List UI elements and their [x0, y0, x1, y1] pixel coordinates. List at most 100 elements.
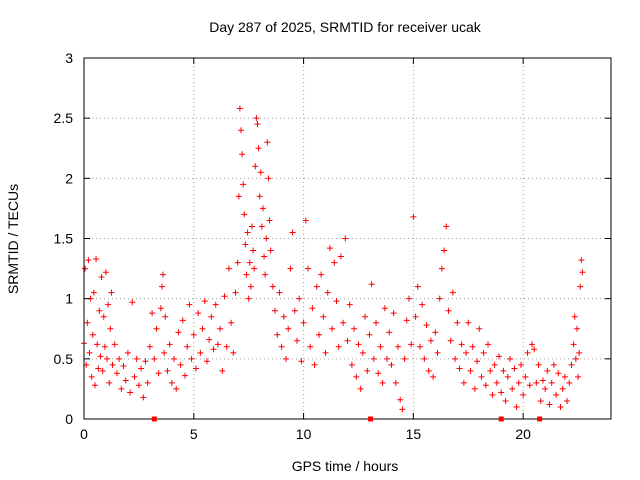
- data-point: [320, 313, 327, 320]
- data-point: [309, 305, 316, 312]
- data-point: [175, 329, 182, 336]
- data-point: [447, 337, 454, 344]
- data-point: [388, 361, 395, 368]
- data-point: [355, 341, 362, 348]
- data-point: [109, 361, 116, 368]
- data-point: [449, 289, 456, 296]
- data-point: [471, 385, 478, 392]
- data-point: [416, 343, 423, 350]
- data-point: [149, 310, 156, 317]
- data-point: [151, 355, 158, 362]
- data-point: [261, 253, 268, 260]
- data-point: [480, 349, 487, 356]
- data-point: [285, 325, 292, 332]
- data-point: [287, 265, 294, 272]
- data-point: [445, 307, 452, 314]
- data-point: [283, 355, 290, 362]
- data-point: [491, 361, 498, 368]
- data-point: [133, 355, 140, 362]
- data-point: [164, 367, 171, 374]
- data-point: [274, 331, 281, 338]
- data-point: [313, 283, 320, 290]
- data-point: [577, 283, 584, 290]
- data-point: [531, 346, 538, 353]
- data-point: [381, 305, 388, 312]
- data-point: [85, 257, 92, 264]
- data-point: [528, 341, 535, 348]
- data-point: [235, 193, 242, 200]
- data-point: [254, 121, 261, 128]
- data-point: [259, 205, 266, 212]
- data-point: [578, 257, 585, 264]
- data-point: [572, 355, 579, 362]
- data-point: [82, 265, 89, 272]
- data-point: [307, 343, 314, 350]
- data-point: [498, 389, 505, 396]
- gap-marker: [498, 416, 504, 422]
- data-point: [124, 349, 131, 356]
- data-point: [244, 229, 251, 236]
- data-point: [550, 361, 557, 368]
- data-point: [247, 283, 254, 290]
- data-point: [234, 259, 241, 266]
- data-point: [203, 358, 210, 365]
- data-point: [379, 379, 386, 386]
- data-point: [253, 115, 260, 122]
- data-point: [344, 337, 351, 344]
- data-point: [509, 385, 516, 392]
- data-point: [513, 403, 520, 410]
- data-point: [118, 385, 125, 392]
- data-point: [315, 331, 322, 338]
- data-point: [168, 379, 175, 386]
- data-point: [116, 355, 123, 362]
- data-point: [353, 373, 360, 380]
- data-point: [474, 358, 481, 365]
- data-point: [214, 341, 221, 348]
- data-point: [166, 341, 173, 348]
- data-point: [548, 379, 555, 386]
- data-point: [298, 358, 305, 365]
- data-point: [131, 373, 138, 380]
- data-point: [348, 361, 355, 368]
- data-point: [469, 343, 476, 350]
- data-point: [395, 343, 402, 350]
- data-point: [500, 367, 507, 374]
- data-point: [138, 365, 145, 372]
- data-point: [265, 175, 272, 182]
- data-point: [104, 355, 111, 362]
- data-point: [432, 329, 439, 336]
- data-point: [427, 337, 434, 344]
- data-point: [405, 295, 412, 302]
- data-point: [408, 341, 415, 348]
- data-point: [326, 245, 333, 252]
- data-point: [496, 353, 503, 360]
- data-point: [399, 406, 406, 413]
- data-point: [575, 373, 582, 380]
- data-point: [96, 307, 103, 314]
- data-point: [100, 313, 107, 320]
- data-point: [370, 355, 377, 362]
- gap-marker: [151, 416, 157, 422]
- data-point: [377, 343, 384, 350]
- data-point: [95, 365, 102, 372]
- data-point: [357, 385, 364, 392]
- data-point: [228, 319, 235, 326]
- data-point: [566, 379, 573, 386]
- data-point: [564, 397, 571, 404]
- data-point: [93, 255, 100, 262]
- data-point: [553, 391, 560, 398]
- data-point: [489, 391, 496, 398]
- data-point: [423, 322, 430, 329]
- data-point: [162, 313, 169, 320]
- data-point: [107, 325, 114, 332]
- data-point: [478, 373, 485, 380]
- data-point: [90, 289, 97, 296]
- data-point: [482, 382, 489, 389]
- data-point: [161, 349, 168, 356]
- data-point: [127, 389, 134, 396]
- y-tick-label: 2.5: [54, 110, 74, 126]
- data-point: [412, 313, 419, 320]
- data-point: [210, 346, 217, 353]
- data-point: [351, 325, 358, 332]
- data-point: [155, 370, 162, 377]
